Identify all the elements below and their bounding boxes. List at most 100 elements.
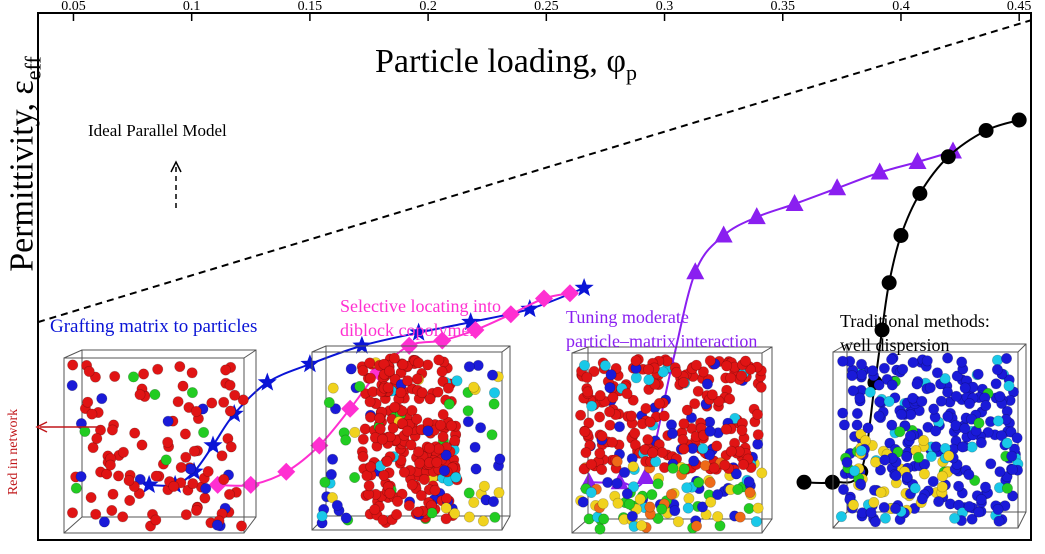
particle	[489, 511, 501, 523]
data-point-circle	[893, 228, 909, 243]
particle	[437, 408, 449, 420]
particle	[918, 434, 930, 446]
selective-annotation-line1: Selective locating into	[340, 296, 501, 316]
particle	[743, 476, 755, 488]
data-point-triangle	[828, 178, 847, 196]
particle	[901, 471, 913, 483]
data-point-triangle	[714, 225, 733, 243]
particle	[216, 450, 228, 462]
particle	[432, 386, 444, 398]
simulation-box-selective	[311, 345, 511, 531]
particle	[682, 502, 694, 514]
particle	[925, 450, 937, 462]
particle	[916, 493, 928, 505]
particle	[388, 352, 400, 364]
particle	[349, 471, 361, 483]
particle	[85, 491, 97, 503]
particle	[918, 468, 930, 480]
x-tick-label: 0.4	[892, 0, 910, 14]
particle	[442, 382, 454, 394]
particle	[107, 488, 119, 500]
particle	[678, 463, 690, 475]
particle	[327, 382, 339, 394]
particle	[635, 519, 647, 531]
particle	[930, 441, 942, 453]
particle	[875, 486, 887, 498]
particle	[361, 470, 373, 482]
particle	[596, 464, 608, 476]
particle	[378, 358, 390, 370]
particle	[602, 476, 614, 488]
particle	[911, 378, 923, 390]
particle	[855, 358, 867, 370]
particle	[644, 416, 656, 428]
particle	[162, 436, 174, 448]
grafting-annotation: Grafting matrix to particles	[50, 316, 258, 337]
particle	[627, 394, 639, 406]
particle	[418, 473, 430, 485]
particle	[236, 520, 248, 532]
particle	[975, 493, 987, 505]
particle	[364, 372, 376, 384]
particle	[612, 497, 624, 509]
particle	[653, 397, 665, 409]
particle	[585, 458, 597, 470]
simulation-box-traditional	[832, 343, 1027, 529]
particle	[124, 494, 136, 506]
particle	[991, 364, 1003, 376]
particle	[862, 422, 874, 434]
particle	[666, 428, 678, 440]
particle	[847, 385, 859, 397]
particle	[688, 455, 700, 467]
particle	[681, 404, 693, 416]
particle	[950, 390, 962, 402]
particle	[70, 482, 82, 494]
selective-annotation-line2: diblock copolymer	[340, 320, 476, 340]
data-point-diamond	[501, 305, 520, 324]
data-point-circle	[824, 474, 840, 490]
particle	[202, 465, 214, 477]
particle	[128, 371, 140, 383]
red-network-arrow	[35, 421, 100, 433]
particle	[349, 426, 361, 438]
particle	[724, 393, 736, 405]
particle	[991, 354, 1003, 366]
particle	[441, 492, 453, 504]
particle	[994, 390, 1006, 402]
particle	[865, 507, 877, 519]
particle	[647, 447, 659, 459]
data-point-diamond	[310, 436, 329, 455]
particle	[889, 502, 901, 514]
particle	[478, 480, 490, 492]
particle	[928, 403, 940, 415]
particle	[413, 357, 425, 369]
particle	[440, 449, 452, 461]
particle	[75, 471, 87, 483]
particle	[628, 481, 640, 493]
particle	[224, 488, 236, 500]
ideal-model-arrow	[170, 160, 182, 208]
x-tick-label: 0.45	[1007, 0, 1032, 14]
particle	[449, 435, 461, 447]
particle	[854, 392, 866, 404]
particle	[174, 361, 186, 373]
particle	[369, 503, 381, 515]
particle	[411, 373, 423, 385]
particle	[449, 507, 461, 519]
particle	[378, 469, 390, 481]
particle	[613, 421, 625, 433]
particle	[1001, 437, 1013, 449]
particle	[494, 453, 506, 465]
particle	[597, 498, 609, 510]
particle	[585, 486, 597, 498]
particle	[973, 506, 985, 518]
particle	[469, 441, 481, 453]
particle	[138, 368, 150, 380]
particle	[949, 512, 961, 524]
particle	[152, 363, 164, 375]
particle	[847, 499, 859, 511]
particle	[837, 407, 849, 419]
particle	[963, 469, 975, 481]
particle	[188, 445, 200, 457]
x-axis-title-text: Particle loading, φ	[375, 43, 626, 80]
